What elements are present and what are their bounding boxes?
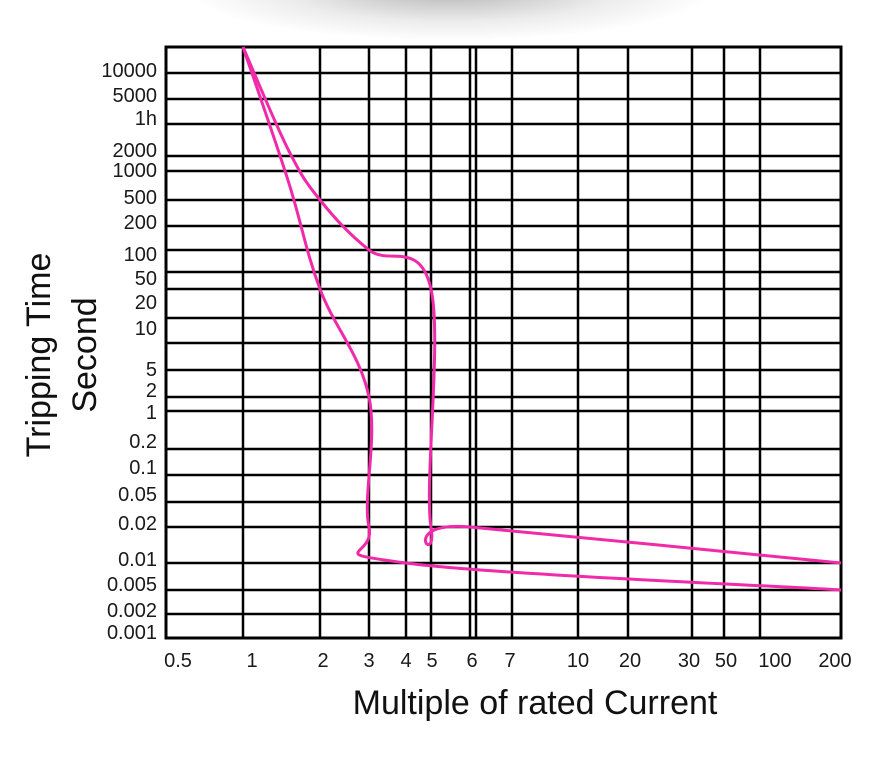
y-tick-label: 1	[146, 402, 157, 424]
y-tick-label: 5000	[113, 85, 158, 107]
y-axis-title-line1: Tripping Time	[20, 253, 58, 458]
y-tick-label: 500	[124, 187, 157, 209]
x-tick-labels: 0.5 1 2 3 4 5 6 7 10 20 30 50 100 200	[164, 650, 852, 672]
x-tick-label: 6	[466, 650, 477, 672]
y-tick-label: 0.2	[129, 431, 157, 453]
x-tick-label: 200	[818, 650, 851, 672]
y-tick-label: 0.05	[118, 484, 157, 506]
x-tick-label: 2	[317, 650, 328, 672]
x-tick-label: 0.5	[164, 650, 192, 672]
y-tick-label: 10	[135, 318, 157, 340]
y-tick-label: 2	[146, 380, 157, 402]
x-tick-label: 4	[400, 650, 411, 672]
x-tick-label: 20	[619, 650, 641, 672]
upper-trip-curve	[241, 46, 842, 565]
y-tick-label: 1000	[113, 160, 158, 182]
x-tick-label: 1	[246, 650, 257, 672]
grid	[166, 47, 841, 638]
x-tick-label: 3	[363, 650, 374, 672]
lower-trip-curve	[241, 46, 842, 592]
y-tick-label: 5	[146, 359, 157, 381]
y-tick-label: 200	[124, 212, 157, 234]
y-tick-label: 20	[135, 292, 157, 314]
plot-frame	[164, 45, 843, 640]
x-tick-label: 30	[678, 650, 700, 672]
y-tick-label: 50	[135, 268, 157, 290]
y-tick-label: 0.002	[107, 600, 157, 622]
x-axis-title: Multiple of rated Current	[353, 684, 718, 722]
y-tick-label: 2000	[113, 140, 158, 162]
y-tick-label: 10000	[101, 60, 157, 82]
y-tick-label: 0.001	[107, 622, 157, 644]
x-tick-label: 7	[504, 650, 515, 672]
curves	[241, 46, 842, 592]
x-tick-label: 10	[567, 650, 589, 672]
y-axis-title-line2: Second	[66, 297, 104, 412]
y-tick-label: 0.02	[118, 513, 157, 535]
x-tick-label: 50	[715, 650, 737, 672]
y-tick-label: 0.01	[118, 549, 157, 571]
y-tick-label: 0.1	[129, 457, 157, 479]
x-tick-label: 5	[426, 650, 437, 672]
x-tick-label: 100	[758, 650, 791, 672]
y-tick-label: 0.005	[107, 574, 157, 596]
y-tick-label: 100	[124, 244, 157, 266]
y-tick-label: 1h	[135, 108, 157, 130]
